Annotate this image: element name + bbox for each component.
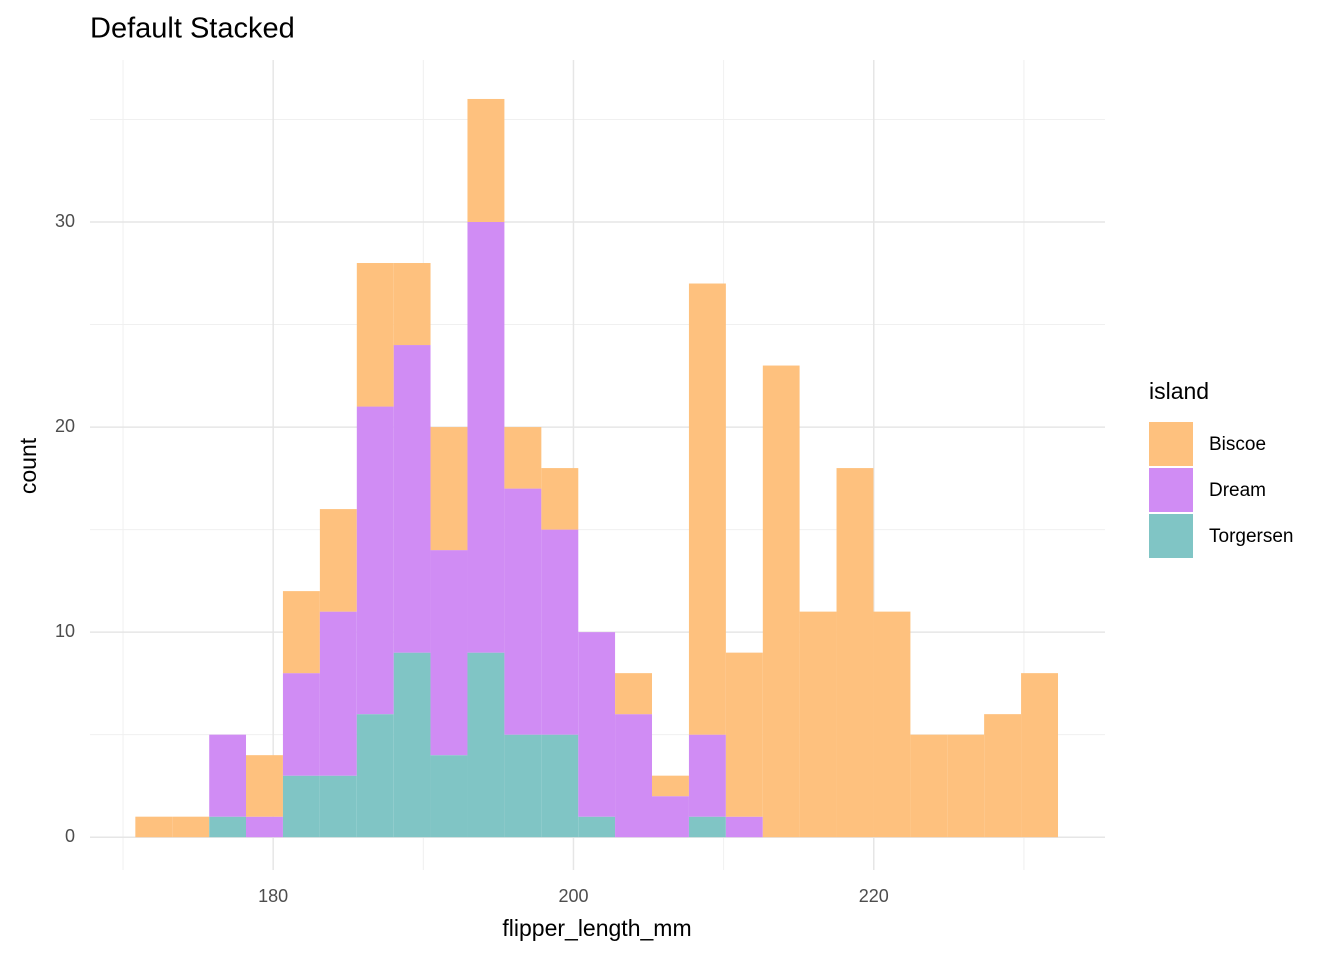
bar — [910, 734, 948, 838]
bar — [135, 816, 173, 838]
bar — [541, 529, 579, 735]
x-axis-title: flipper_length_mm — [502, 915, 691, 941]
y-tick-label: 10 — [55, 621, 75, 641]
x-tick-label: 180 — [258, 886, 288, 906]
bar — [209, 816, 247, 838]
bar — [282, 673, 320, 776]
x-tick-label: 220 — [859, 886, 889, 906]
bar — [725, 652, 763, 817]
bar — [541, 734, 579, 838]
bar — [246, 755, 283, 817]
bar — [282, 591, 320, 674]
legend-swatch — [1149, 422, 1193, 466]
bar — [799, 611, 837, 838]
bar — [393, 345, 431, 653]
bar — [430, 550, 468, 756]
legend-label: Biscoe — [1209, 434, 1266, 455]
bar — [430, 427, 468, 551]
legend-swatch — [1149, 468, 1193, 512]
bar — [467, 652, 505, 838]
bar — [762, 365, 800, 838]
bar — [356, 263, 394, 407]
y-axis-title: count — [15, 437, 41, 494]
bar — [578, 816, 616, 838]
bar — [1021, 673, 1059, 838]
legend-label: Torgersen — [1209, 526, 1294, 547]
legend: Biscoe Dream Torgersen — [1149, 422, 1294, 558]
bar — [688, 283, 726, 735]
bar — [984, 714, 1022, 838]
legend-swatch — [1149, 514, 1193, 558]
x-tick-label: 200 — [558, 886, 588, 906]
bar — [836, 468, 874, 838]
bar — [319, 611, 357, 776]
bar — [688, 816, 726, 838]
bar — [282, 775, 320, 838]
bar — [652, 775, 689, 797]
bar — [615, 673, 653, 715]
bar — [356, 406, 394, 715]
bar — [319, 775, 357, 838]
bar — [430, 755, 468, 838]
chart-title: Default Stacked — [90, 13, 295, 45]
bar — [947, 734, 985, 838]
bar — [504, 427, 542, 489]
y-tick-label: 30 — [55, 211, 75, 231]
bar — [688, 734, 726, 817]
bar — [246, 816, 283, 838]
legend-title: island — [1149, 378, 1209, 404]
bar — [725, 816, 763, 838]
bar — [615, 714, 653, 838]
y-tick-label: 20 — [55, 416, 75, 436]
bar — [652, 796, 689, 838]
bar — [393, 652, 431, 838]
bars — [135, 98, 1059, 838]
bar — [873, 611, 911, 838]
bar — [504, 734, 542, 838]
bar — [172, 816, 210, 838]
bar — [467, 98, 505, 222]
y-tick-label: 0 — [65, 826, 75, 846]
bar — [504, 488, 542, 735]
bar — [541, 468, 579, 530]
bar — [209, 734, 247, 817]
bar — [393, 263, 431, 346]
bar — [356, 714, 394, 838]
bar — [319, 509, 357, 612]
legend-label: Dream — [1209, 480, 1266, 501]
bar — [467, 222, 505, 653]
bar — [578, 632, 616, 817]
